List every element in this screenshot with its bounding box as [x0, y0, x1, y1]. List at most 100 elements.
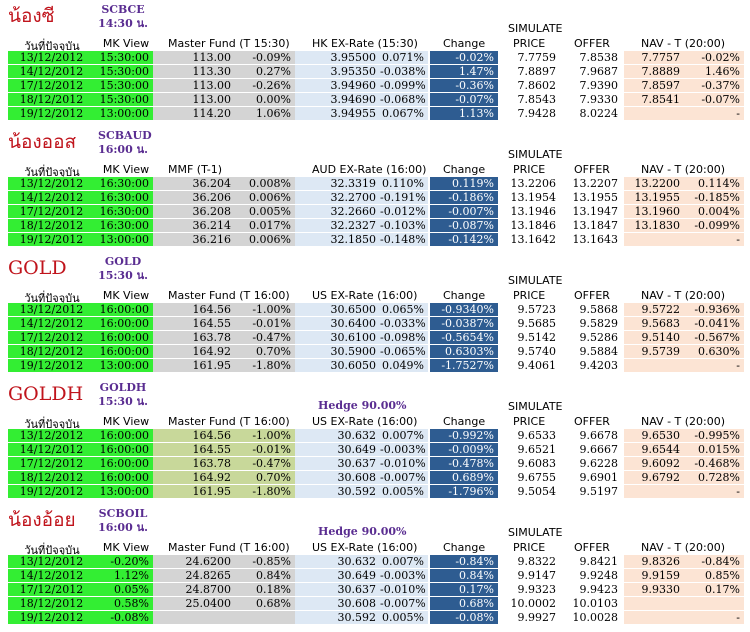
table-cell: 0.70% [235, 471, 295, 484]
column-header: Master Fund (T 16:00) [168, 541, 290, 554]
table-cell: 164.55 [153, 317, 235, 330]
table-cell: -0.01% [235, 317, 295, 330]
table-cell: 32.2700 [295, 191, 380, 204]
table-cell: 7.7757 [624, 51, 684, 64]
row-divider [8, 204, 750, 205]
table-cell: 15:30:00 [95, 79, 153, 92]
table-cell: 13.1946 [510, 205, 557, 218]
table-cell: 3.94955 [295, 107, 380, 120]
row-divider [8, 316, 750, 317]
table-cell: 13/12/2012 [8, 303, 95, 316]
table-cell: 13.2206 [510, 177, 557, 190]
fund-code: SCBCE [101, 3, 145, 16]
column-header: Master Fund (T 15:30) [168, 37, 290, 50]
table-cell: 19/12/2012 [8, 233, 95, 246]
table-row: 13/12/2012 16:00:00 164.56 -1.00% 30.6500 0.0… [0, 303, 750, 317]
table-cell: 30.5900 [295, 345, 380, 358]
column-header: PRICE [513, 289, 546, 302]
column-header: วันที่ปัจจุบัน [24, 544, 80, 557]
table-cell: -0.08% [430, 611, 498, 624]
table-cell: 15:30:00 [95, 65, 153, 78]
simulate-label: SIMULATE [508, 400, 563, 413]
table-cell: 0.27% [235, 65, 295, 78]
table-cell: -0.02% [684, 51, 744, 64]
row-divider [8, 330, 750, 331]
table-cell: -0.010% [380, 457, 428, 470]
column-header: PRICE [513, 37, 546, 50]
column-header: AUD EX-Rate (16:00) [312, 163, 427, 176]
table-cell: 9.6530 [624, 429, 684, 442]
table-cell: 9.6755 [517, 471, 557, 484]
table-cell: 36.216 [153, 233, 235, 246]
fund-nickname: GOLDH [8, 383, 84, 405]
table-row: 13/12/2012 16:00:00 164.56 -1.00% 30.632 0.00… [0, 429, 750, 443]
column-header: NAV - T (20:00) [641, 163, 726, 176]
table-cell: 30.649 [295, 569, 380, 582]
table-cell: 10.0002 [510, 597, 557, 610]
table-cell: 9.9927 [517, 611, 557, 624]
fund-section: GOLD GOLD 15:30 น. SIMULATE วันที่ปัจจุบัน MK… [0, 252, 750, 378]
table-cell: 9.6521 [517, 443, 557, 456]
simulate-label: SIMULATE [508, 22, 563, 35]
cutoff-time: 16:00 น. [98, 143, 148, 156]
column-header: Master Fund (T 16:00) [168, 415, 290, 428]
table-cell: 32.3319 [295, 177, 380, 190]
table-cell: -1.796% [430, 485, 498, 498]
table-cell: 17/12/2012 [8, 457, 95, 470]
table-cell: 18/12/2012 [8, 345, 95, 358]
hedge-ratio: Hedge 90.00% [318, 525, 407, 538]
table-cell: 0.70% [235, 345, 295, 358]
table-cell: 16:00:00 [95, 303, 153, 316]
table-cell: 0.119% [430, 177, 498, 190]
fund-code: GOLDH [99, 381, 147, 394]
table-cell: 9.9323 [517, 583, 557, 596]
table-cell: 164.92 [153, 345, 235, 358]
table-cell: 1.12% [95, 569, 153, 582]
table-row: 14/12/2012 16:00:00 164.55 -0.01% 30.6400 -0.… [0, 317, 750, 331]
table-cell: 9.5722 [624, 303, 684, 316]
table-cell: -0.26% [235, 79, 295, 92]
table-cell: 36.208 [153, 205, 235, 218]
simulate-label: SIMULATE [508, 148, 563, 161]
cutoff-time: 14:30 น. [98, 17, 148, 30]
table-cell [624, 107, 684, 120]
column-header: NAV - T (20:00) [641, 289, 726, 302]
table-row: 17/12/2012 0.05% 24.8700 0.18% 30.637 -0.010%… [0, 583, 750, 597]
table-cell: -0.07% [684, 93, 744, 106]
table-cell: 113.30 [153, 65, 235, 78]
table-cell: 32.2660 [295, 205, 380, 218]
table-cell: 7.9687 [579, 65, 619, 78]
table-cell: 0.84% [430, 569, 498, 582]
table-cell: -0.003% [380, 569, 428, 582]
table-cell: 0.110% [380, 177, 428, 190]
table-row: 19/12/2012 -0.08% 30.592 0.005% -0.08% 9.9927… [0, 611, 750, 625]
table-cell: -0.09% [235, 51, 295, 64]
table-cell: -0.992% [430, 429, 498, 442]
table-cell: 13.1947 [572, 205, 619, 218]
column-header: MMF (T-1) [168, 163, 223, 176]
table-row: 18/12/2012 15:30:00 113.00 0.00% 3.94690 -0.0… [0, 93, 750, 107]
row-divider [8, 190, 750, 191]
table-cell: 9.8421 [579, 555, 619, 568]
table-cell: 30.608 [295, 597, 380, 610]
table-cell: 14/12/2012 [8, 569, 95, 582]
table-cell: 9.5884 [579, 345, 619, 358]
table-cell: -0.5654% [430, 331, 498, 344]
fund-section: น้องอ้อย SCBOIL 16:00 น. SIMULATE Hedge 90.0… [0, 504, 750, 630]
table-cell: -0.041% [684, 317, 744, 330]
column-headers: วันที่ปัจจุบัน MK View Master Fund (T 16:0… [0, 415, 750, 431]
cutoff-time: 15:30 น. [98, 395, 148, 408]
table-cell: 10.0103 [572, 597, 619, 610]
table-cell: 9.6083 [517, 457, 557, 470]
table-cell: 30.637 [295, 583, 380, 596]
table-cell: 0.58% [95, 597, 153, 610]
table-cell: 13:00:00 [95, 233, 153, 246]
table-cell: 13:00:00 [95, 107, 153, 120]
table-cell: 9.5197 [579, 485, 619, 498]
fund-nickname: น้องออส [8, 131, 77, 153]
table-cell: 32.1850 [295, 233, 380, 246]
simulate-label: SIMULATE [508, 274, 563, 287]
table-cell: -0.07% [430, 93, 498, 106]
table-cell: 1.46% [684, 65, 744, 78]
table-cell: -0.009% [430, 443, 498, 456]
